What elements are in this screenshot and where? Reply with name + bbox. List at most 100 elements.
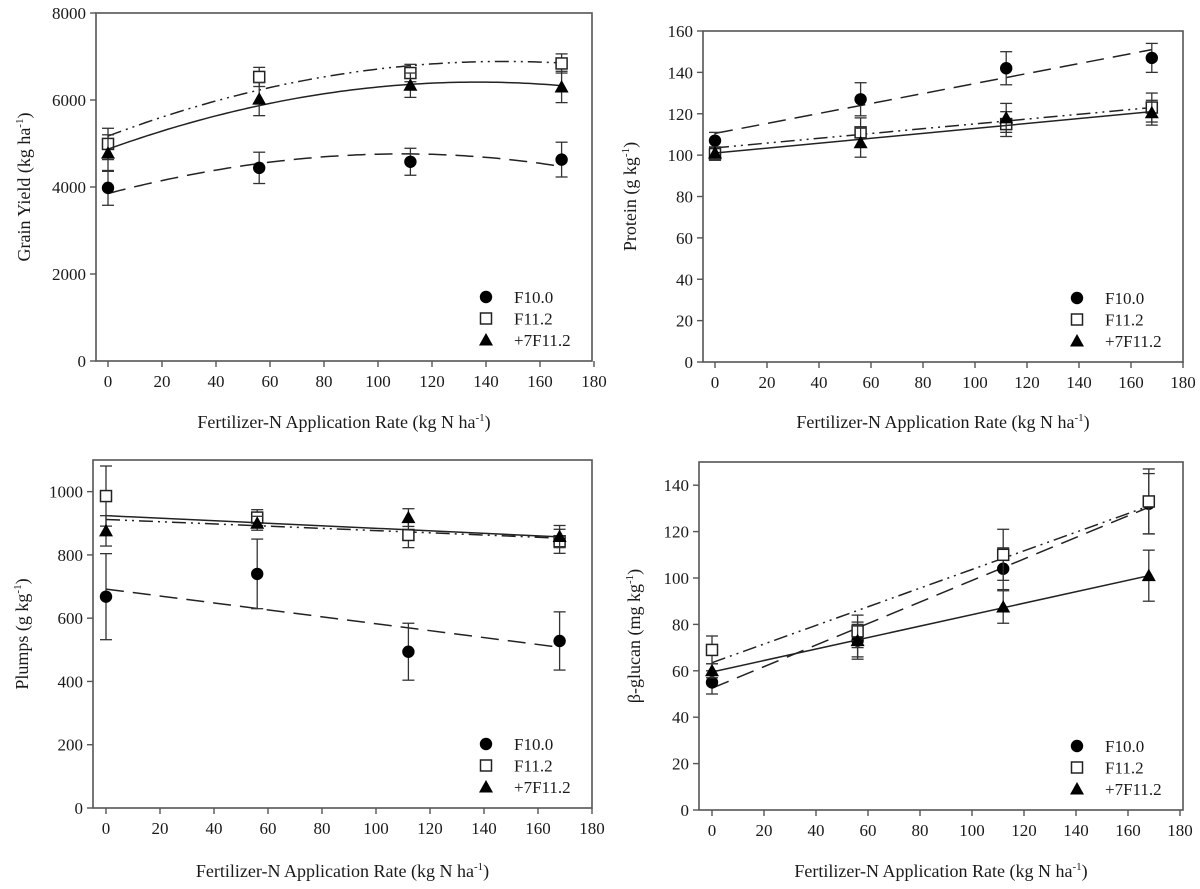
data-point [252, 92, 267, 105]
legend-marker-F11.2 [479, 759, 493, 772]
legend-marker-+7F11.2 [479, 333, 493, 346]
data-point [401, 510, 416, 524]
data-point [1145, 51, 1159, 65]
series-F11.2 [101, 53, 568, 161]
fit-line-F10.0 [105, 588, 560, 649]
chart-panel-plumps: 0 20 40 60 80 100 120 140 160 180 0 200 400 600 800 100… [12, 459, 605, 882]
data-point [402, 645, 415, 658]
x-tick-label: 160 [525, 819, 551, 838]
data-point [99, 489, 113, 503]
data-point [554, 79, 569, 93]
legend-marker-+7F11.2 [479, 780, 493, 793]
x-tick-label: 20 [759, 373, 776, 392]
x-tick-label: 0 [102, 819, 111, 838]
y-tick-label: 60 [672, 662, 689, 681]
y-tick-label: 0 [75, 799, 84, 818]
data-point [1141, 568, 1156, 582]
fit-line-F11.2 [714, 106, 1152, 149]
x-tick-label: 0 [711, 373, 720, 392]
y-tick-label: 100 [668, 146, 694, 165]
x-tick-label: 160 [527, 372, 553, 391]
data-point [552, 529, 567, 543]
y-tick-label: 20 [676, 312, 693, 331]
y-tick-label: 40 [672, 708, 689, 727]
plot-frame [92, 459, 593, 809]
legend-label: F10.0 [514, 288, 553, 307]
legend-label: F11.2 [1105, 311, 1144, 330]
data-point [555, 57, 568, 70]
data-point [1144, 105, 1159, 119]
legend-marker-+7F11.2 [1070, 334, 1084, 347]
chart-panel-protein: 0 20 40 60 80 100 120 140 160 180 0 20 40 60 80 100 120 1… [620, 22, 1196, 433]
legend-marker-F11.2 [1070, 761, 1084, 774]
x-tick-label: 20 [152, 819, 169, 838]
y-tick-label: 140 [668, 63, 694, 82]
x-tick-label: 80 [915, 373, 932, 392]
series-F10.0 [99, 538, 566, 681]
y-axis-title: β-glucan (mg kg-1) [624, 569, 645, 703]
x-axis-title: Fertilizer-N Application Rate (kg N ha-1… [196, 861, 489, 882]
data-point [1142, 495, 1156, 508]
legend-marker-F10.0 [479, 290, 493, 304]
y-tick-label: 120 [668, 105, 694, 124]
fit-line-F11.2 [105, 518, 560, 539]
fit-line-F11.2 [711, 505, 1150, 664]
legend-label: +7F11.2 [1105, 780, 1162, 799]
data-point [253, 161, 266, 175]
x-axis-title: Fertilizer-N Application Rate (kg N ha-1… [794, 861, 1087, 882]
x-tick-label: 160 [1115, 821, 1141, 840]
legend-label: +7F11.2 [514, 331, 571, 350]
series-+7F11.2 [705, 549, 1156, 679]
fit-line-+7F11.2 [107, 81, 562, 150]
x-tick-label: 20 [756, 821, 773, 840]
x-tick-label: 100 [365, 372, 391, 391]
legend-label: F10.0 [1105, 289, 1144, 308]
data-point [854, 93, 867, 106]
x-tick-label: 60 [260, 819, 277, 838]
x-axis-title: Fertilizer-N Application Rate (kg N ha-1… [796, 412, 1089, 433]
series-F11.2 [705, 468, 1156, 665]
y-tick-label: 6000 [52, 91, 86, 110]
data-point [250, 516, 265, 529]
x-tick-label: 140 [473, 372, 499, 391]
legend-label: F11.2 [514, 310, 553, 329]
y-axis-title: Grain Yield (kg ha-1) [14, 113, 35, 262]
legend-label: F10.0 [1105, 737, 1144, 756]
x-tick-label: 180 [579, 819, 605, 838]
x-tick-label: 60 [262, 372, 279, 391]
x-tick-label: 40 [206, 819, 223, 838]
y-tick-label: 4000 [52, 178, 86, 197]
y-tick-label: 80 [676, 188, 693, 207]
fit-line-F10.0 [107, 153, 562, 195]
y-tick-label: 400 [58, 672, 84, 691]
fit-line-F10.0 [711, 506, 1150, 689]
data-point [705, 663, 719, 677]
data-point [705, 676, 719, 689]
y-tick-label: 80 [672, 615, 689, 634]
fit-line-+7F11.2 [711, 574, 1149, 673]
x-tick-label: 80 [912, 821, 929, 840]
legend-marker-F11.2 [479, 312, 493, 325]
y-tick-label: 0 [78, 352, 87, 371]
x-tick-label: 180 [581, 372, 607, 391]
data-point [101, 146, 115, 159]
x-tick-label: 40 [808, 821, 825, 840]
x-tick-label: 80 [316, 372, 333, 391]
data-point [705, 643, 719, 657]
x-tick-label: 0 [708, 821, 717, 840]
legend-marker-F10.0 [1070, 739, 1084, 753]
data-point [99, 523, 113, 537]
data-point [404, 155, 417, 168]
y-tick-label: 0 [685, 353, 694, 372]
legend: F10.0 F11.2 +7F11.2 [479, 288, 571, 350]
y-axis-title: Protein (g kg-1) [620, 142, 641, 251]
series-+7F11.2 [99, 508, 567, 549]
x-tick-label: 40 [208, 372, 225, 391]
fit-line-+7F11.2 [105, 514, 560, 538]
data-point [708, 134, 722, 147]
x-tick-label: 140 [471, 819, 497, 838]
x-tick-label: 160 [1118, 373, 1144, 392]
legend-marker-F11.2 [1070, 313, 1084, 326]
fit-line-F11.2 [107, 60, 562, 137]
